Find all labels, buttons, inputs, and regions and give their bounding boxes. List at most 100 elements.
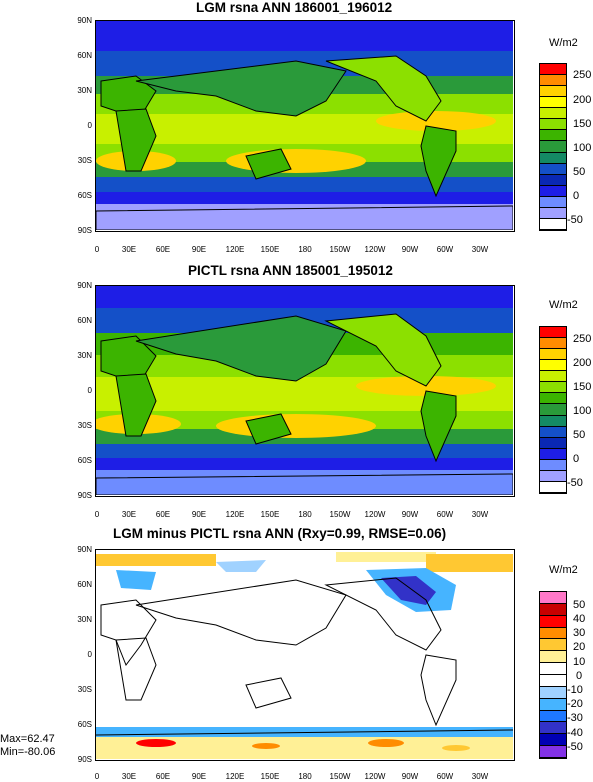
panel1-xtick: 30E [121, 245, 137, 254]
panel2-xtick: 60E [155, 510, 171, 519]
colorbar-swatch [540, 371, 566, 383]
panel1-ytick: 90S [77, 226, 92, 235]
panel2-xtick: 150E [260, 510, 280, 519]
panel3-xtick: 30W [471, 772, 489, 781]
panel1-colorbar-label: 200 [573, 94, 592, 106]
panel3-colorbar-label: 20 [573, 641, 586, 653]
panel1-xtick: 90W [401, 245, 419, 254]
panel2-xtick: 0 [94, 510, 100, 519]
colorbar-swatch [540, 415, 566, 427]
panel3-xtick: 150W [329, 772, 351, 781]
panel1-field [96, 21, 513, 230]
panel2-colorbar-label: -50 [567, 477, 583, 489]
panel3-xtick: 60E [155, 772, 171, 781]
panel2-xtick: 180 [298, 510, 312, 519]
panel1-units: W/m2 [549, 37, 578, 49]
panel1-ytick: 30S [77, 156, 92, 165]
colorbar-swatch [540, 196, 566, 208]
panel1-colorbar [539, 63, 567, 231]
colorbar-swatch [540, 174, 566, 186]
colorbar-swatch [540, 481, 566, 493]
panel3-units: W/m2 [549, 564, 578, 576]
colorbar-swatch [540, 698, 566, 711]
panel3-colorbar-label: -40 [567, 727, 583, 739]
colorbar-swatch [540, 360, 566, 372]
panel2-ytick: 0 [87, 386, 92, 395]
min-stat: Min=-80.06 [0, 746, 56, 758]
panel2-ytick: 30S [77, 421, 92, 430]
panel1-xtick: 150E [260, 245, 280, 254]
panel2-xtick: 90W [401, 510, 419, 519]
panel3-colorbar-label: -30 [567, 712, 583, 724]
colorbar-swatch [540, 675, 566, 687]
panel1-ytick: 30N [77, 86, 92, 95]
panel3-ytick: 60N [77, 580, 92, 589]
colorbar-swatch [540, 86, 566, 98]
panel1-xtick: 60E [155, 245, 171, 254]
panel3-xtick: 30E [121, 772, 137, 781]
colorbar-swatch [540, 393, 566, 405]
colorbar-swatch [540, 130, 566, 142]
panel1-ytick: 0 [87, 121, 92, 130]
colorbar-swatch [540, 152, 566, 164]
panel1-xtick: 30W [471, 245, 489, 254]
panel1-colorbar-label: 0 [573, 190, 580, 202]
panel1-xtick: 180 [298, 245, 312, 254]
panel3-title: LGM minus PICTL rsna ANN (Rxy=0.99, RMSE… [113, 526, 447, 541]
colorbar-swatch [540, 651, 566, 664]
panel3-colorbar [539, 591, 567, 759]
panel1-xtick: 150W [329, 245, 351, 254]
panel3-field [96, 550, 513, 759]
colorbar-swatch [540, 470, 566, 482]
panel1-colorbar-label: 50 [573, 166, 586, 178]
colorbar-swatch [540, 459, 566, 471]
colorbar-swatch [540, 603, 566, 616]
colorbar-swatch [540, 592, 566, 604]
panel3-xtick: 120E [225, 772, 245, 781]
colorbar-swatch [540, 437, 566, 449]
panel1-title: LGM rsna ANN 186001_196012 [196, 0, 393, 15]
colorbar-swatch [540, 141, 566, 153]
colorbar-swatch [540, 710, 566, 723]
panel1-xtick: 90E [191, 245, 207, 254]
panel3-colorbar-label: 30 [573, 627, 586, 639]
panel2-xtick: 90E [191, 510, 207, 519]
colorbar-swatch [540, 426, 566, 438]
colorbar-swatch [540, 97, 566, 109]
panel1-xtick: 120E [225, 245, 245, 254]
colorbar-swatch [540, 64, 566, 76]
colorbar-swatch [540, 663, 566, 675]
panel2-map [95, 285, 515, 497]
colorbar-swatch [540, 163, 566, 175]
colorbar-swatch [540, 746, 566, 758]
colorbar-swatch [540, 207, 566, 219]
panel3-colorbar-label: -10 [567, 684, 583, 696]
panel3-ytick: 90N [77, 545, 92, 554]
panel2-ytick: 90S [77, 491, 92, 500]
panel2-xtick: 150W [329, 510, 351, 519]
colorbar-swatch [540, 349, 566, 361]
panel1-ytick: 90N [77, 16, 92, 25]
colorbar-swatch [540, 448, 566, 460]
colorbar-swatch [540, 218, 566, 230]
panel2-xtick: 120E [225, 510, 245, 519]
panel2-xtick: 30E [121, 510, 137, 519]
panel1-map [95, 20, 515, 232]
panel2-colorbar-label: 100 [573, 405, 592, 417]
panel3-colorbar-label: 40 [573, 613, 586, 625]
colorbar-swatch [540, 404, 566, 416]
panel3-ytick: 60S [77, 720, 92, 729]
panel3-ytick: 0 [87, 650, 92, 659]
panel3-colorbar-label: 50 [573, 599, 586, 611]
panel1-colorbar-label: 100 [573, 142, 592, 154]
colorbar-swatch [540, 75, 566, 87]
panel1-xtick: 0 [94, 245, 100, 254]
colorbar-swatch [540, 627, 566, 640]
panel2-ytick: 30N [77, 351, 92, 360]
panel3-ytick: 90S [77, 755, 92, 764]
colorbar-swatch [540, 639, 566, 652]
colorbar-swatch [540, 327, 566, 339]
colorbar-swatch [540, 734, 566, 747]
panel3-colorbar-label: -50 [567, 741, 583, 753]
panel3-colorbar-label: 10 [573, 656, 586, 668]
